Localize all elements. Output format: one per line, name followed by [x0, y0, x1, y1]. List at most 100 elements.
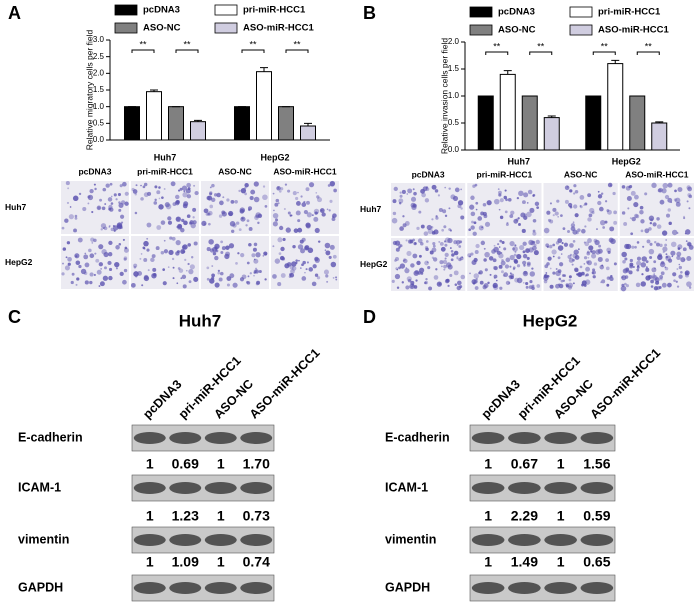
cell-stain: [688, 207, 691, 210]
cell-stain: [587, 193, 592, 198]
cell-stain: [526, 211, 532, 218]
cell-stain: [151, 254, 156, 258]
cell-stain: [120, 221, 124, 224]
quantification: 1: [557, 554, 565, 570]
cell-stain: [300, 267, 302, 269]
cell-stain: [215, 249, 219, 253]
cell-stain: [399, 244, 403, 248]
x-tick-label: HepG2: [612, 156, 641, 166]
cell-stain: [78, 264, 82, 269]
quantification: 0.69: [172, 456, 199, 472]
cell-stain: [560, 214, 563, 218]
cell-stain: [156, 190, 161, 195]
cell-stain: [645, 260, 649, 264]
cell-stain: [563, 242, 569, 247]
cell-stain: [607, 250, 611, 254]
cell-stain: [635, 214, 640, 219]
cell-stain: [257, 221, 260, 225]
cell-stain: [573, 249, 579, 255]
cell-stain: [449, 229, 453, 232]
cell-stain: [182, 244, 188, 250]
cell-stain: [300, 195, 303, 198]
cell-stain: [653, 260, 657, 264]
cell-stain: [154, 198, 157, 202]
protein-label: vimentin: [385, 532, 436, 546]
cell-stain: [175, 251, 180, 256]
cell-stain: [314, 256, 319, 262]
cell-stain: [659, 261, 666, 268]
cell-stain: [69, 206, 72, 208]
cell-stain: [239, 209, 245, 214]
cell-stain: [84, 252, 87, 255]
quantification: 1.23: [172, 508, 199, 524]
cell-stain: [442, 209, 447, 214]
cell-stain: [164, 202, 170, 208]
cell-stain: [298, 259, 300, 262]
cell-stain: [186, 214, 191, 219]
cell-stain: [305, 222, 311, 228]
cell-stain: [441, 265, 443, 268]
cell-stain: [158, 186, 161, 189]
cell-stain: [509, 254, 515, 261]
cell-stain: [74, 214, 78, 218]
cell-stain: [448, 187, 451, 190]
band: [544, 534, 577, 546]
cell-stain: [642, 245, 645, 248]
cell-stain: [587, 217, 592, 222]
cell-stain: [659, 243, 663, 248]
cell-stain: [470, 211, 476, 217]
cell-stain: [416, 260, 421, 266]
cell-stain: [512, 266, 516, 270]
cell-stain: [406, 276, 412, 282]
cell-stain: [654, 240, 657, 244]
cell-stain: [186, 182, 191, 188]
cell-stain: [133, 265, 137, 269]
cell-stain: [335, 278, 338, 281]
significance-bracket: [285, 49, 309, 53]
cell-stain: [303, 209, 308, 215]
cell-stain: [641, 273, 644, 276]
cell-stain: [512, 267, 516, 271]
cell-stain: [169, 236, 173, 240]
cell-stain: [636, 256, 642, 261]
y-tick-label: 3.0: [93, 35, 105, 44]
cell-stain: [520, 212, 526, 218]
cell-stain: [508, 275, 511, 278]
bar: [300, 125, 316, 141]
cell-stain: [532, 240, 536, 244]
band: [133, 482, 166, 494]
cell-stain: [606, 209, 610, 213]
cell-stain: [456, 240, 461, 245]
cell-stain: [247, 206, 253, 211]
cell-stain: [621, 185, 626, 189]
cell-stain: [529, 207, 535, 213]
significance-bracket: [636, 51, 660, 55]
cell-stain: [150, 257, 155, 263]
cell-stain: [522, 250, 526, 254]
cell-stain: [219, 271, 224, 276]
significance-bracket: [175, 49, 199, 53]
cell-stain: [100, 223, 107, 229]
cell-stain: [137, 270, 143, 276]
x-tick-label: HepG2: [260, 152, 289, 162]
significance-label: **: [183, 39, 191, 49]
cell-stain: [78, 192, 82, 196]
cell-stain: [107, 260, 112, 266]
cell-stain: [93, 273, 96, 276]
cell-stain: [102, 187, 107, 192]
lane-label: pri-miR-HCC1: [515, 354, 583, 422]
band: [133, 582, 166, 594]
cell-stain: [569, 243, 574, 248]
cell-stain: [659, 277, 663, 281]
cell-stain: [493, 244, 496, 247]
significance-label: **: [537, 41, 545, 51]
cell-stain: [143, 240, 149, 247]
band: [240, 482, 273, 494]
cell-stain: [532, 245, 537, 251]
cell-stain: [123, 256, 128, 260]
cell-stain: [510, 210, 515, 215]
cell-stain: [457, 280, 462, 286]
cell-stain: [636, 241, 640, 244]
cell-stain: [324, 242, 331, 249]
cell-stain: [648, 274, 653, 280]
